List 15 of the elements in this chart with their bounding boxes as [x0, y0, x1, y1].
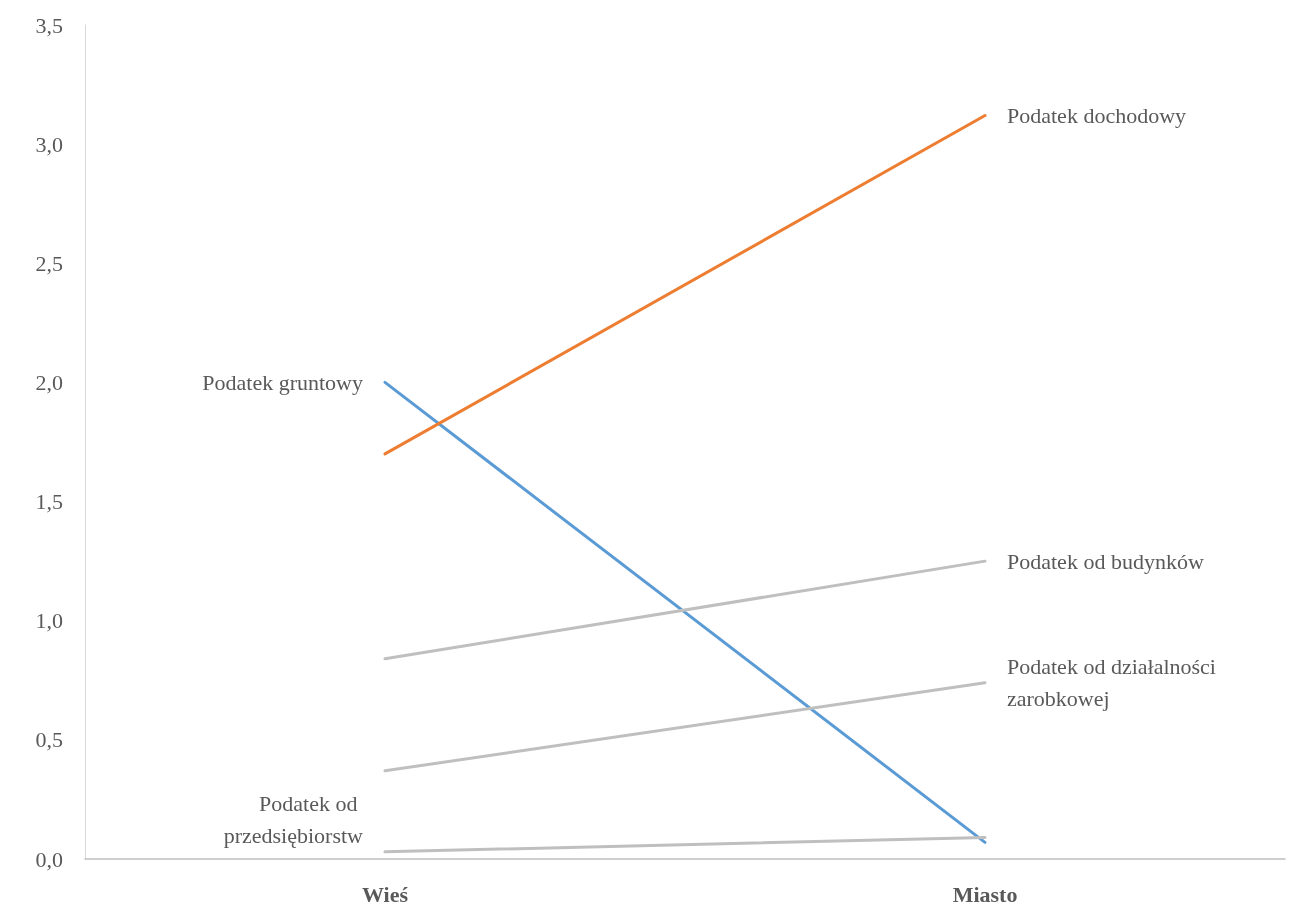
annotation: Podatek od działalności zarobkowej [1007, 654, 1222, 712]
y-tick-label: 0,0 [35, 846, 63, 872]
x-tick-label: Wieś [361, 881, 409, 907]
y-tick-label: 2,5 [35, 250, 63, 276]
y-tick-label: 1,5 [35, 489, 63, 515]
annotation: Podatek od przedsiębiorstw [223, 791, 364, 849]
y-tick-label: 0,5 [35, 727, 63, 753]
annotation: Podatek od budynków [1007, 548, 1204, 574]
y-tick-label: 3,5 [35, 12, 63, 38]
y-tick-label: 1,0 [35, 608, 63, 634]
x-tick-label: Miasto [952, 881, 1018, 907]
annotation: Podatek dochodowy [1007, 103, 1187, 129]
annotation: Podatek gruntowy [202, 369, 363, 395]
y-tick-label: 2,0 [35, 369, 63, 395]
y-tick-label: 3,0 [35, 131, 63, 157]
